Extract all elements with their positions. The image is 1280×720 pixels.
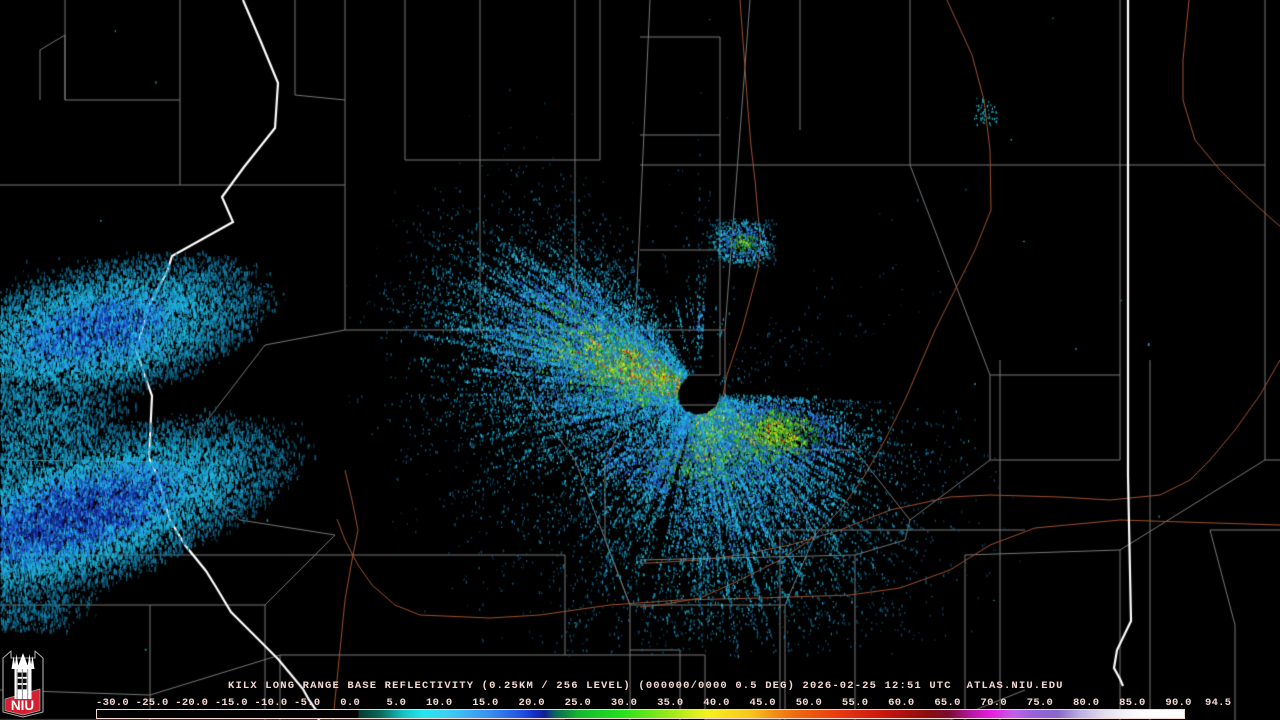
svg-text:NIU: NIU <box>11 698 34 713</box>
